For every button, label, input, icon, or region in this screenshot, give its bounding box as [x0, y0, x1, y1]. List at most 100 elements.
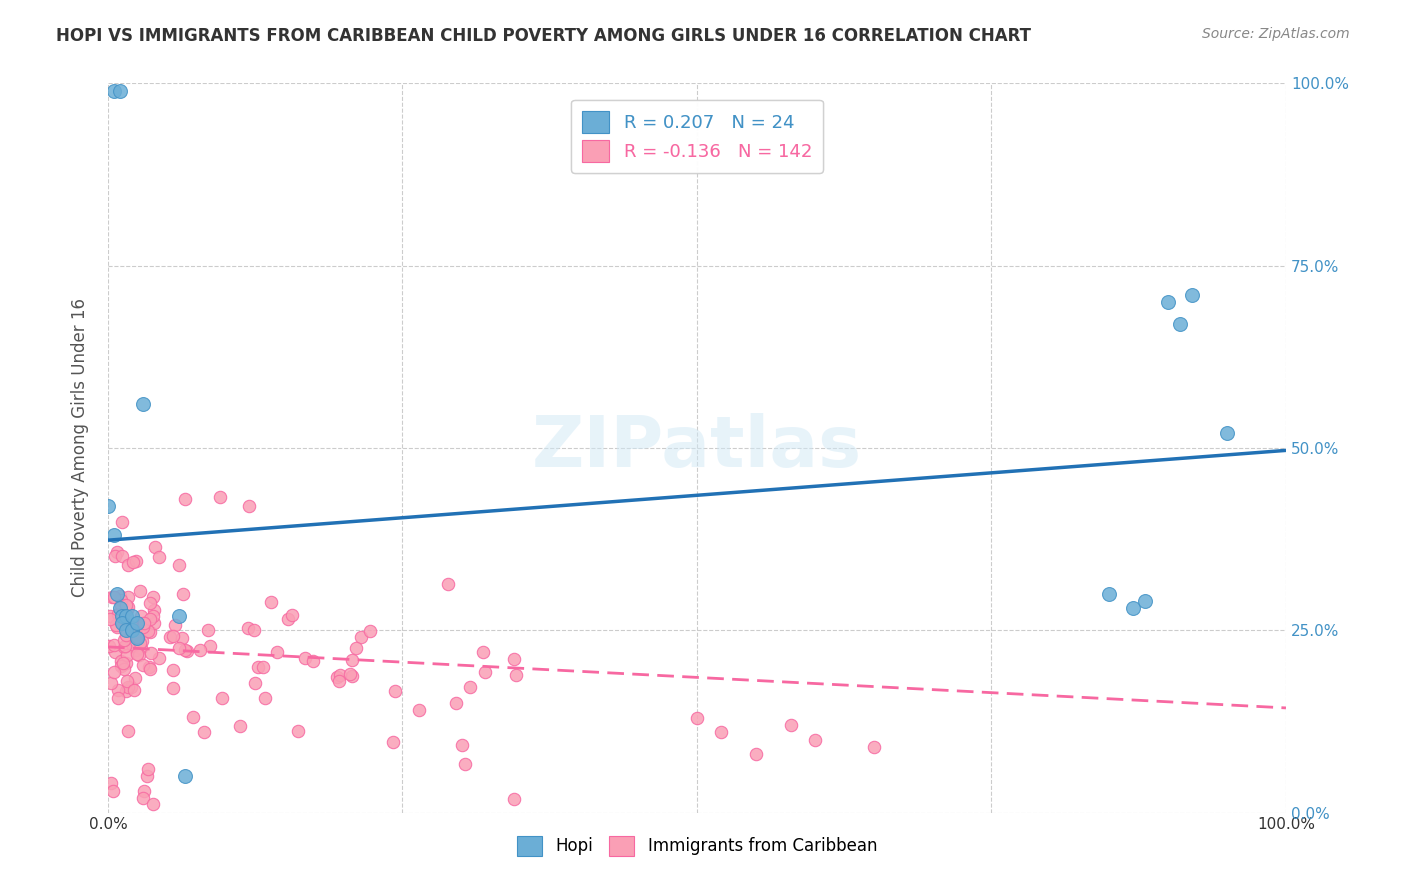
Immigrants from Caribbean [120, 624, 142, 639]
Immigrants from Caribbean [451, 738, 474, 752]
Immigrants from Caribbean [136, 762, 159, 776]
Immigrants from Caribbean [98, 609, 121, 624]
Immigrants from Caribbean [163, 617, 186, 632]
Immigrants from Caribbean [148, 550, 170, 565]
Immigrants from Caribbean [103, 638, 125, 652]
Immigrants from Caribbean [112, 662, 135, 676]
Immigrants from Caribbean [122, 555, 145, 569]
Immigrants from Caribbean [115, 599, 138, 613]
Immigrants from Caribbean [125, 554, 148, 568]
Immigrants from Caribbean [139, 625, 162, 640]
Immigrants from Caribbean [780, 718, 803, 732]
Immigrants from Caribbean [103, 591, 125, 605]
Immigrants from Caribbean [209, 490, 232, 504]
Immigrants from Caribbean [105, 545, 128, 559]
Immigrants from Caribbean [340, 669, 363, 683]
Immigrants from Caribbean [172, 587, 194, 601]
Immigrants from Caribbean [114, 684, 136, 698]
Immigrants from Caribbean [686, 711, 709, 725]
Immigrants from Caribbean [142, 603, 165, 617]
Hopi [173, 769, 195, 783]
Immigrants from Caribbean [253, 691, 276, 706]
Immigrants from Caribbean [139, 662, 162, 676]
Hopi [107, 587, 129, 601]
Immigrants from Caribbean [125, 643, 148, 657]
Immigrants from Caribbean [104, 549, 127, 563]
Immigrants from Caribbean [115, 673, 138, 688]
Immigrants from Caribbean [252, 659, 274, 673]
Hopi [103, 528, 125, 542]
Immigrants from Caribbean [159, 631, 181, 645]
Immigrants from Caribbean [117, 681, 139, 695]
Immigrants from Caribbean [117, 590, 139, 604]
Immigrants from Caribbean [124, 623, 146, 637]
Hopi [121, 624, 143, 638]
Immigrants from Caribbean [110, 615, 132, 629]
Immigrants from Caribbean [111, 612, 134, 626]
Immigrants from Caribbean [245, 675, 267, 690]
Hopi [111, 608, 134, 623]
Immigrants from Caribbean [105, 619, 128, 633]
Legend: R = 0.207   N = 24, R = -0.136   N = 142: R = 0.207 N = 24, R = -0.136 N = 142 [571, 100, 823, 173]
Immigrants from Caribbean [122, 682, 145, 697]
Immigrants from Caribbean [340, 653, 363, 667]
Immigrants from Caribbean [384, 683, 406, 698]
Immigrants from Caribbean [277, 612, 299, 626]
Hopi [1216, 426, 1239, 441]
Immigrants from Caribbean [444, 696, 467, 710]
Immigrants from Caribbean [131, 658, 153, 673]
Immigrants from Caribbean [350, 630, 373, 644]
Immigrants from Caribbean [107, 682, 129, 697]
Immigrants from Caribbean [138, 612, 160, 626]
Immigrants from Caribbean [170, 631, 193, 645]
Immigrants from Caribbean [326, 670, 349, 684]
Immigrants from Caribbean [188, 642, 211, 657]
Immigrants from Caribbean [131, 791, 153, 805]
Immigrants from Caribbean [132, 783, 155, 797]
Immigrants from Caribbean [236, 621, 259, 635]
Y-axis label: Child Poverty Among Girls Under 16: Child Poverty Among Girls Under 16 [72, 299, 89, 598]
Immigrants from Caribbean [112, 632, 135, 647]
Immigrants from Caribbean [302, 654, 325, 668]
Immigrants from Caribbean [505, 667, 527, 681]
Hopi [1168, 317, 1191, 331]
Text: Source: ZipAtlas.com: Source: ZipAtlas.com [1202, 27, 1350, 41]
Immigrants from Caribbean [162, 681, 184, 696]
Immigrants from Caribbean [142, 797, 165, 811]
Immigrants from Caribbean [101, 783, 124, 797]
Immigrants from Caribbean [454, 756, 477, 771]
Immigrants from Caribbean [329, 667, 352, 681]
Immigrants from Caribbean [862, 739, 884, 754]
Hopi [108, 601, 131, 615]
Immigrants from Caribbean [503, 791, 526, 805]
Immigrants from Caribbean [110, 655, 132, 669]
Immigrants from Caribbean [111, 549, 134, 563]
Immigrants from Caribbean [125, 647, 148, 661]
Hopi [114, 608, 136, 623]
Hopi [1133, 594, 1156, 608]
Immigrants from Caribbean [803, 732, 825, 747]
Hopi [127, 615, 149, 630]
Immigrants from Caribbean [110, 515, 132, 529]
Immigrants from Caribbean [328, 673, 350, 688]
Hopi [1098, 587, 1121, 601]
Immigrants from Caribbean [458, 680, 481, 694]
Immigrants from Caribbean [138, 660, 160, 674]
Immigrants from Caribbean [127, 632, 149, 646]
Immigrants from Caribbean [103, 665, 125, 680]
Immigrants from Caribbean [143, 615, 166, 630]
Hopi [1122, 601, 1144, 615]
Immigrants from Caribbean [128, 584, 150, 599]
Immigrants from Caribbean [138, 596, 160, 610]
Immigrants from Caribbean [246, 660, 269, 674]
Immigrants from Caribbean [128, 635, 150, 649]
Immigrants from Caribbean [294, 651, 316, 665]
Immigrants from Caribbean [107, 690, 129, 705]
Immigrants from Caribbean [408, 703, 430, 717]
Hopi [114, 624, 136, 638]
Immigrants from Caribbean [344, 641, 367, 656]
Immigrants from Caribbean [111, 656, 134, 670]
Immigrants from Caribbean [167, 641, 190, 656]
Immigrants from Caribbean [124, 671, 146, 685]
Immigrants from Caribbean [132, 620, 155, 634]
